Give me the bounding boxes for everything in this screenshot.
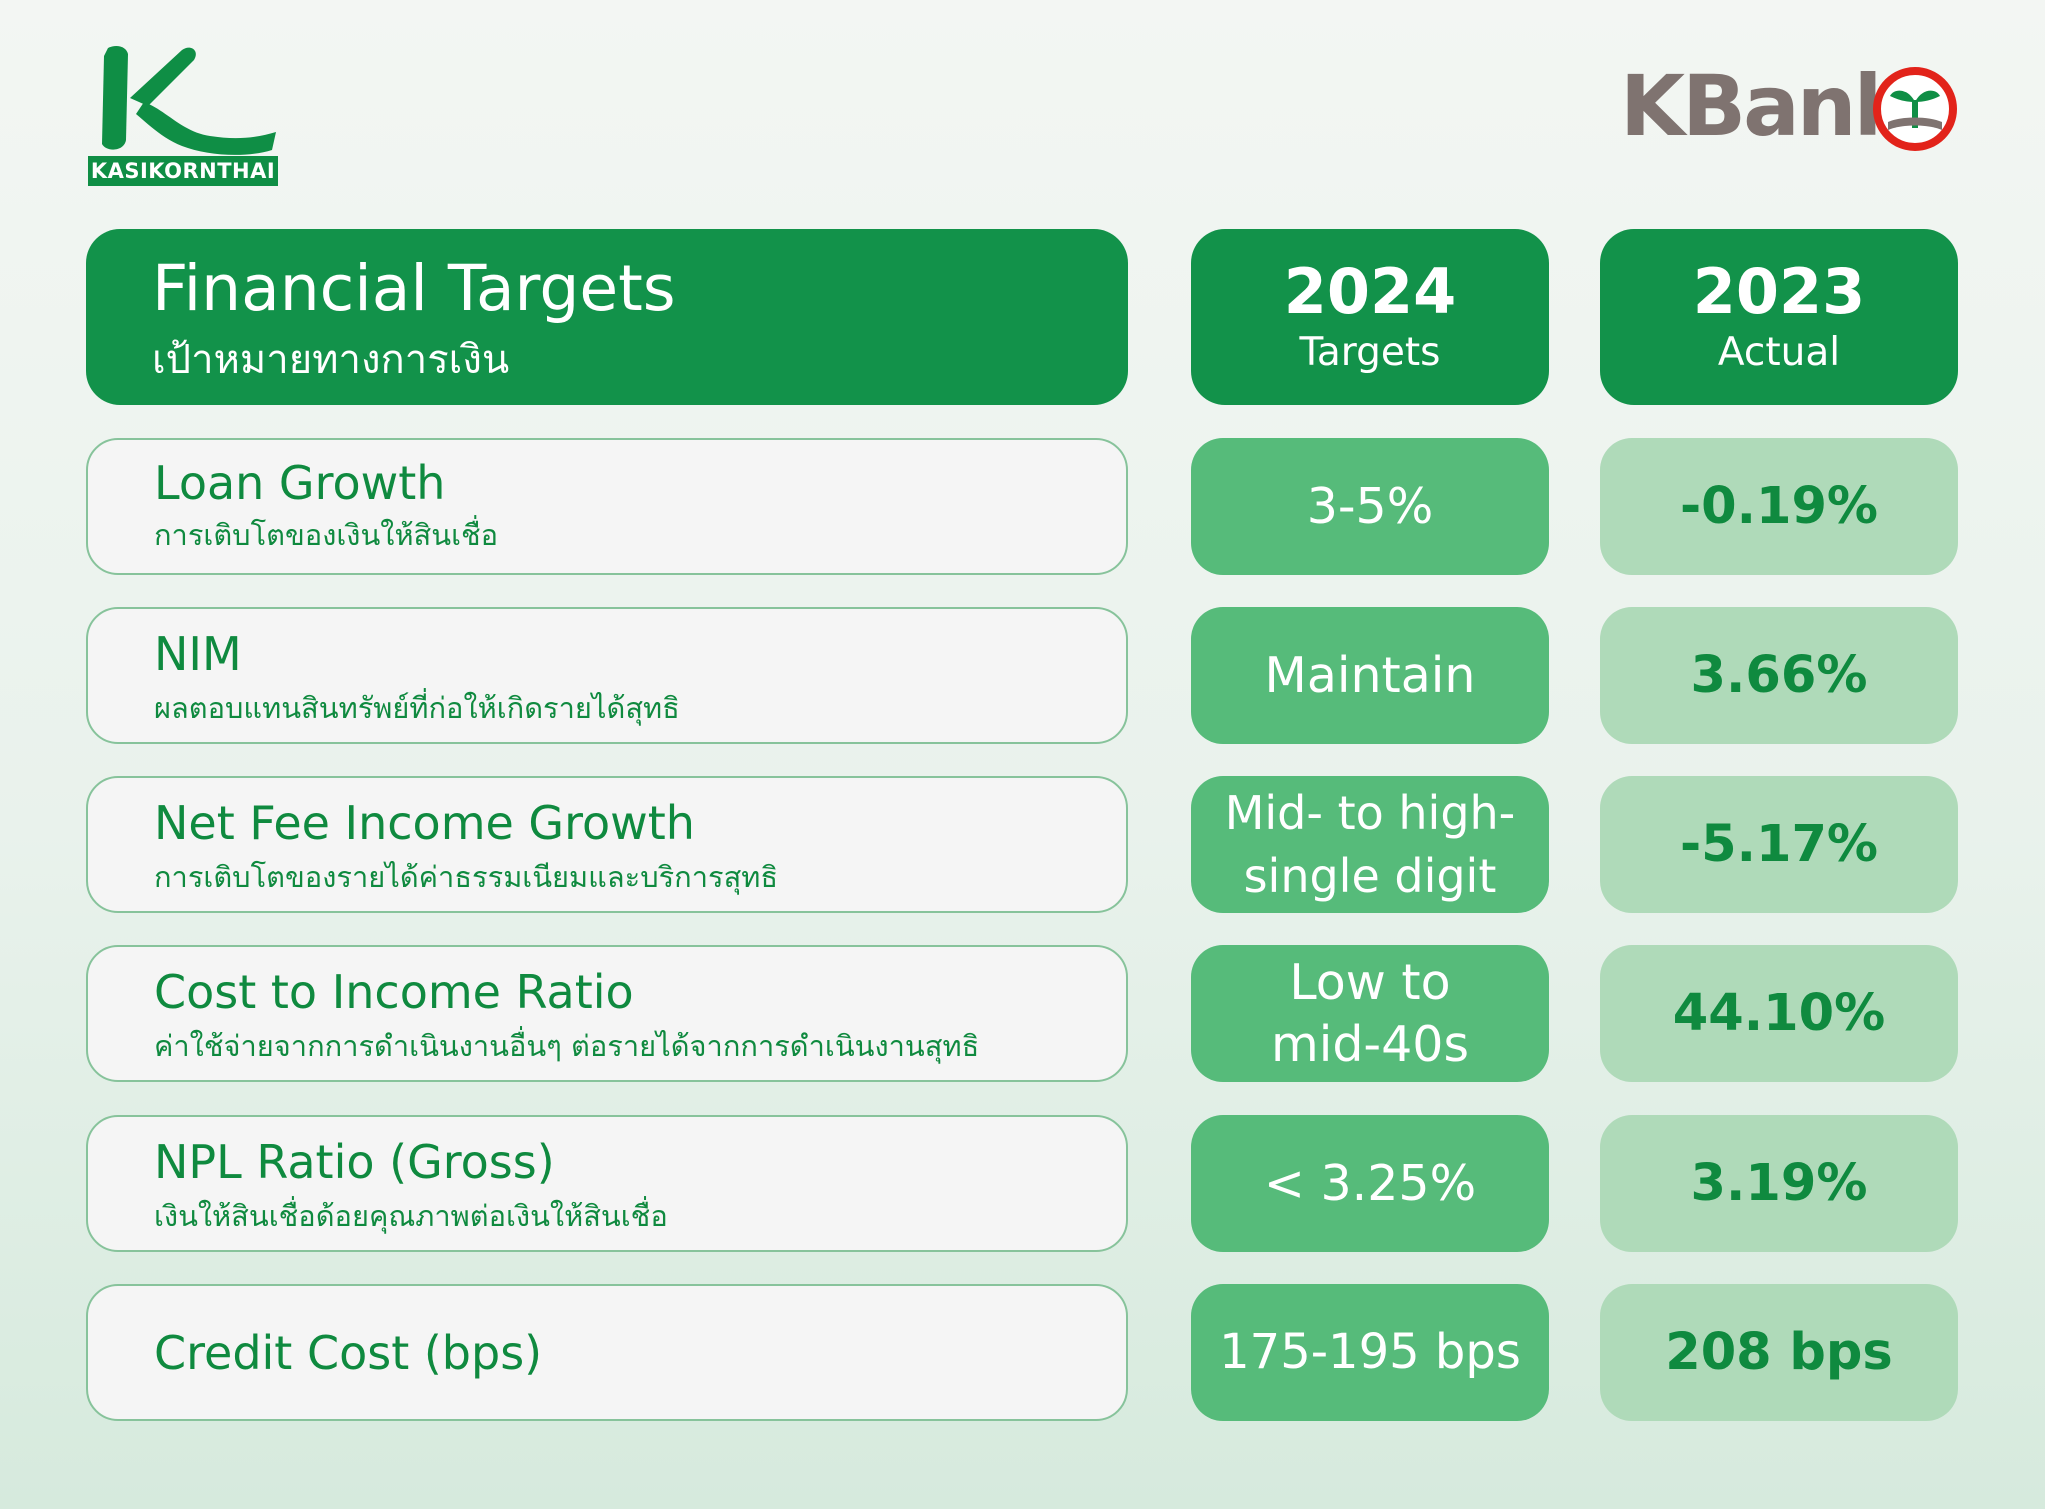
- actual-net-fee-income-growth: -5.17%: [1600, 776, 1958, 913]
- target-net-fee-income-growth: Mid- to high- single digit: [1191, 776, 1549, 913]
- column-year: 2023: [1692, 254, 1866, 328]
- row-label-npl-ratio-gross: NPL Ratio (Gross) เงินให้สินเชื่อด้อยคุณ…: [86, 1115, 1128, 1252]
- k-brush-icon: [102, 46, 276, 155]
- target-nim: Maintain: [1191, 607, 1549, 744]
- kasikornthai-wordmark: KASIKORNTHAI: [88, 156, 278, 186]
- target-value: 175-195 bps: [1219, 1324, 1521, 1381]
- row-label-credit-cost: Credit Cost (bps): [86, 1284, 1128, 1421]
- actual-credit-cost: 208 bps: [1600, 1284, 1958, 1421]
- financial-targets-header: Financial Targets เป้าหมายทางการเงิน: [86, 229, 1128, 405]
- target-value: 3-5%: [1306, 477, 1434, 535]
- target-npl-ratio-gross: < 3.25%: [1191, 1115, 1549, 1252]
- kbank-emblem-icon: [1873, 67, 1957, 151]
- target-value: Maintain: [1264, 646, 1476, 704]
- row-label: Credit Cost (bps): [154, 1326, 543, 1380]
- kbank-logo: KBank: [1620, 62, 1960, 162]
- target-value: < 3.25%: [1263, 1154, 1477, 1212]
- row-label: Net Fee Income Growth: [154, 796, 695, 850]
- kasikornthai-logo: KASIKORNTHAI: [86, 40, 278, 186]
- page-title: Financial Targets: [152, 252, 676, 325]
- target-cost-to-income-ratio: Low to mid-40s: [1191, 945, 1549, 1082]
- row-label-th: ค่าใช้จ่ายจากการดำเนินงานอื่นๆ ต่อรายได้…: [154, 1029, 980, 1063]
- page-subtitle-th: เป้าหมายทางการเงิน: [152, 337, 510, 383]
- target-loan-growth: 3-5%: [1191, 438, 1549, 575]
- row-label-nim: NIM ผลตอบแทนสินทรัพย์ที่ก่อให้เกิดรายได้…: [86, 607, 1128, 744]
- actual-npl-ratio-gross: 3.19%: [1600, 1115, 1958, 1252]
- actual-loan-growth: -0.19%: [1600, 438, 1958, 575]
- column-label: Actual: [1717, 329, 1841, 375]
- row-label: Cost to Income Ratio: [154, 965, 634, 1019]
- target-value-line: mid-40s: [1270, 1015, 1469, 1073]
- row-label: NIM: [154, 627, 242, 681]
- row-label-th: การเติบโตของเงินให้สินเชื่อ: [154, 518, 499, 552]
- target-value-line: Mid- to high-: [1224, 786, 1516, 841]
- row-label-th: การเติบโตของรายได้ค่าธรรมเนียมและบริการส…: [154, 860, 779, 894]
- kbank-wordmark: KBank: [1620, 57, 1909, 155]
- row-label: Loan Growth: [154, 456, 446, 510]
- target-value-line: Low to: [1289, 954, 1451, 1012]
- row-label-th: เงินให้สินเชื่อด้อยคุณภาพต่อเงินให้สินเช…: [154, 1199, 668, 1233]
- target-credit-cost: 175-195 bps: [1191, 1284, 1549, 1421]
- column-year: 2024: [1283, 254, 1457, 328]
- actual-nim: 3.66%: [1600, 607, 1958, 744]
- column-label: Targets: [1299, 329, 1441, 375]
- row-label-cost-to-income-ratio: Cost to Income Ratio ค่าใช้จ่ายจากการดำเ…: [86, 945, 1128, 1082]
- row-label-loan-growth: Loan Growth การเติบโตของเงินให้สินเชื่อ: [86, 438, 1128, 575]
- actual-value: -0.19%: [1679, 476, 1879, 536]
- actual-value: -5.17%: [1679, 814, 1879, 874]
- actual-cost-to-income-ratio: 44.10%: [1600, 945, 1958, 1082]
- column-header-2024-targets: 2024 Targets: [1191, 229, 1549, 405]
- actual-value: 3.66%: [1690, 645, 1868, 705]
- target-value-line: single digit: [1243, 848, 1497, 903]
- actual-value: 208 bps: [1665, 1322, 1893, 1382]
- actual-value: 3.19%: [1690, 1153, 1868, 1213]
- column-header-2023-actual: 2023 Actual: [1600, 229, 1958, 405]
- row-label-net-fee-income-growth: Net Fee Income Growth การเติบโตของรายได้…: [86, 776, 1128, 913]
- actual-value: 44.10%: [1672, 983, 1886, 1043]
- row-label: NPL Ratio (Gross): [154, 1135, 555, 1189]
- row-label-th: ผลตอบแทนสินทรัพย์ที่ก่อให้เกิดรายได้สุทธ…: [154, 691, 680, 725]
